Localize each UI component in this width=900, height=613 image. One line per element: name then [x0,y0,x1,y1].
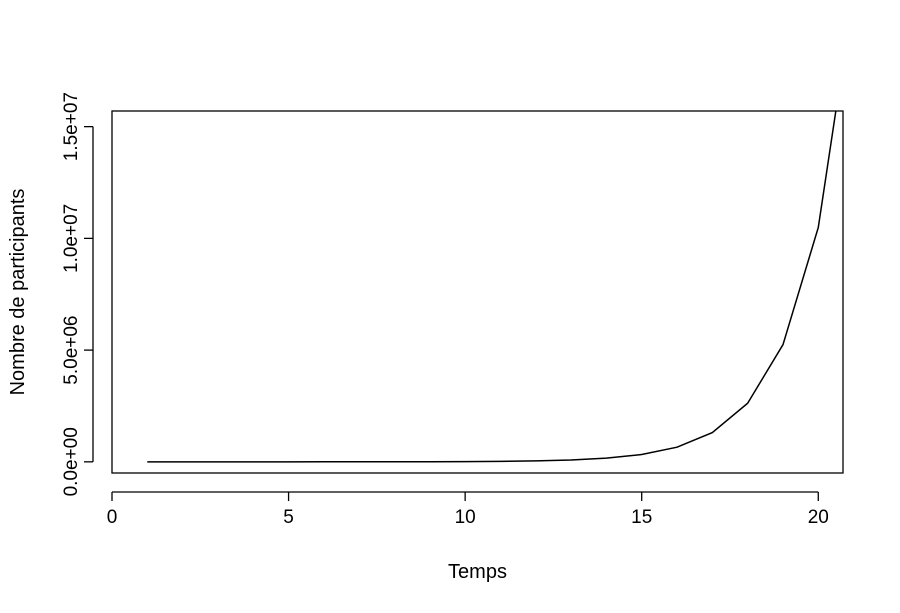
x-tick-label: 20 [808,507,829,528]
y-axis-title: Nombre de participants [7,189,29,396]
y-tick-label: 0.0e+00 [61,427,82,496]
y-tick-label: 5.0e+06 [61,315,82,384]
series-layer [147,111,837,463]
x-tick-label: 0 [107,507,118,528]
x-axis-title: Temps [448,561,507,583]
x-tick-label: 5 [283,507,294,528]
x-tick-label: 10 [455,507,476,528]
x-tick-label: 15 [631,507,652,528]
plot-frame [111,110,844,474]
y-tick-label: 1.0e+07 [61,204,82,273]
y-tick-label: 1.5e+07 [61,92,82,161]
y-axis: 0.0e+00 5.0e+06 1.0e+07 1.5e+07 [61,92,94,496]
series-line [147,111,837,463]
x-axis: 0 5 10 15 20 [107,491,829,528]
